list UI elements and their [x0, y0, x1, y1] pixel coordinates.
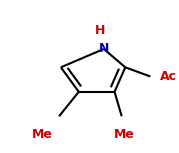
- Text: Me: Me: [32, 128, 52, 141]
- Text: Ac: Ac: [160, 70, 177, 83]
- Text: N: N: [99, 43, 109, 55]
- Text: Me: Me: [114, 128, 135, 141]
- Text: H: H: [95, 24, 105, 37]
